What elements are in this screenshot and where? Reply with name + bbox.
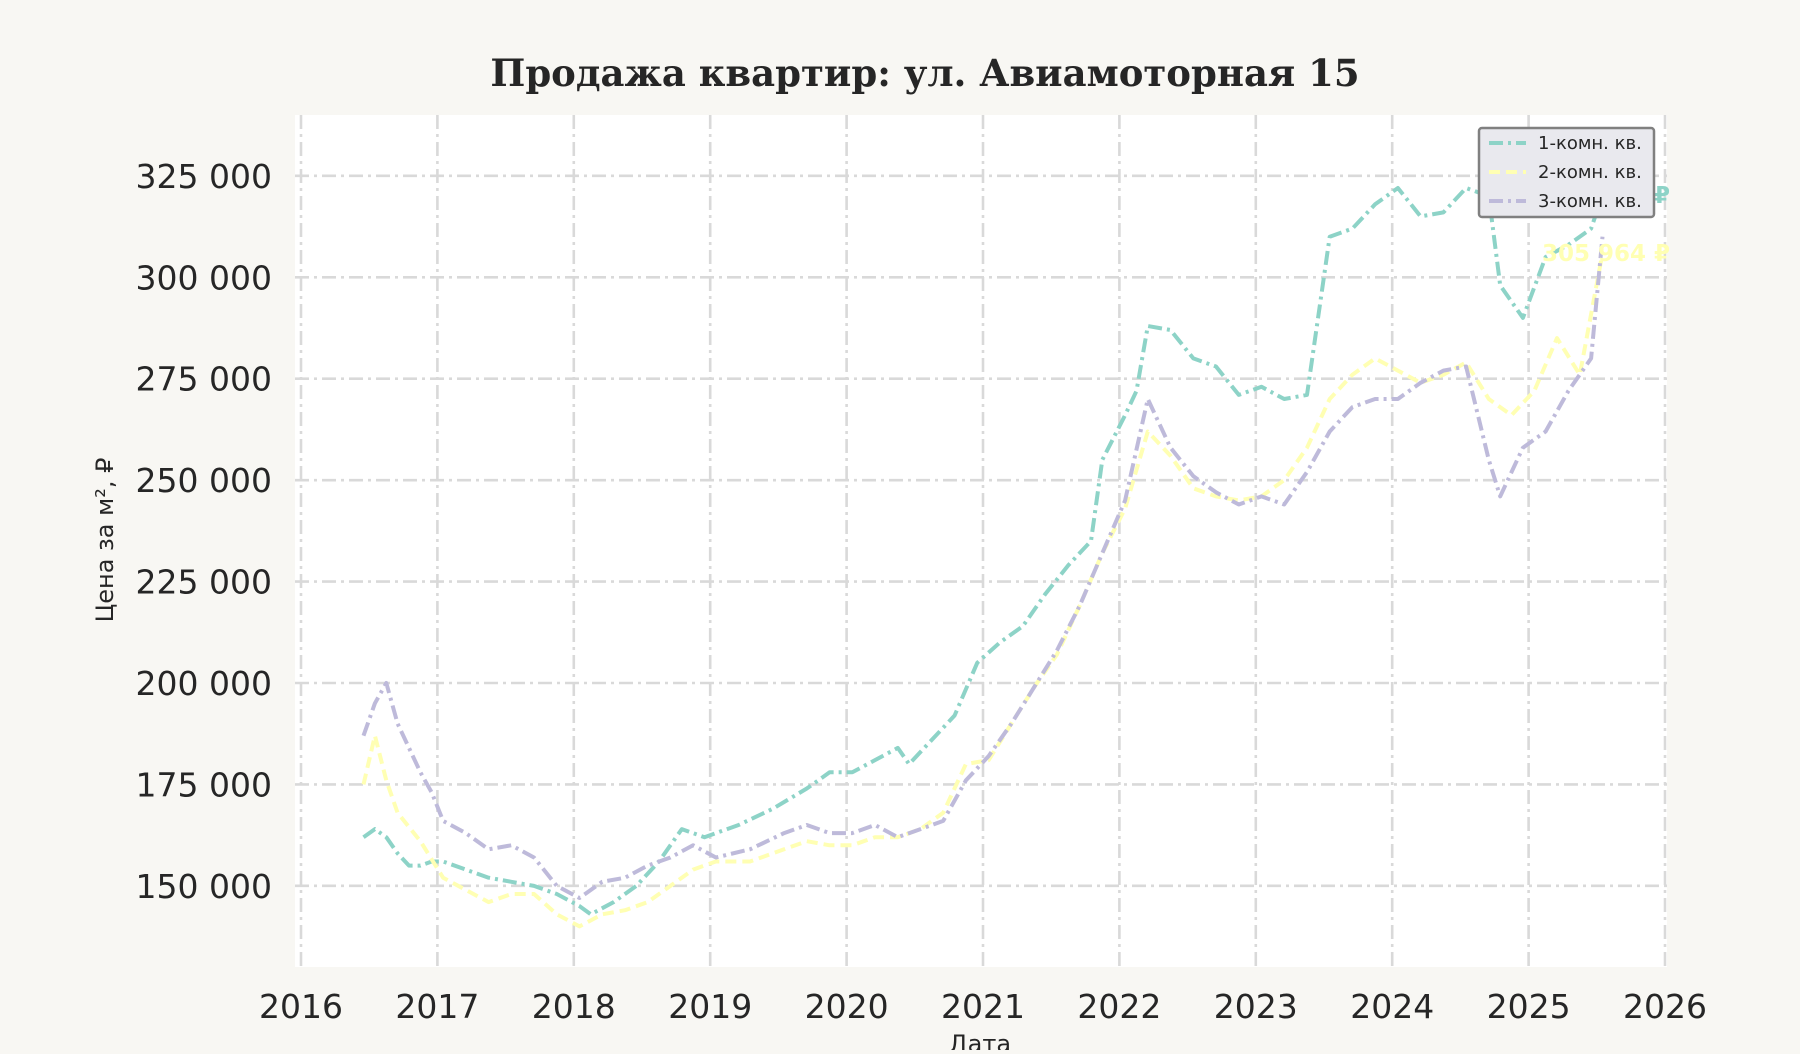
series-line	[362, 186, 1605, 917]
x-tick-label: 2016	[259, 987, 343, 1026]
y-tick-label: 225 000	[136, 563, 272, 602]
y-tick-label: 325 000	[136, 157, 272, 196]
series-line	[361, 236, 1605, 900]
x-tick-label: 2024	[1350, 987, 1434, 1026]
chart-title: Продажа квартир: ул. Авиамоторная 15	[490, 51, 1359, 95]
x-tick-label: 2017	[395, 987, 479, 1026]
x-tick-label: 2020	[805, 987, 889, 1026]
x-tick-label: 2023	[1214, 987, 1298, 1026]
series-lines	[361, 186, 1605, 929]
legend-entry: 2-комн. кв.	[1538, 162, 1642, 183]
x-tick-label: 2025	[1487, 987, 1571, 1026]
x-tick-label: 2022	[1077, 987, 1161, 1026]
x-tick-label: 2019	[668, 987, 752, 1026]
series-end-label: 305 964 ₽	[1542, 241, 1670, 267]
x-axis-label: Дата	[949, 1030, 1011, 1050]
legend-box	[1477, 126, 1656, 219]
plot-area	[295, 115, 1667, 967]
legend: 1-комн. кв. 2-комн. кв. 3-комн. кв.	[1477, 126, 1656, 219]
y-tick-label: 275 000	[136, 360, 272, 399]
y-tick-label: 300 000	[136, 258, 272, 297]
y-tick-label: 250 000	[136, 461, 272, 500]
x-tick-label: 2021	[941, 987, 1025, 1026]
y-tick-label: 150 000	[136, 867, 272, 906]
y-axis-label: Цена за м², ₽	[91, 458, 119, 623]
tick-labels: 2016 2017 2018 2019 2020 2021 2022 2023 2024 2025…	[136, 157, 1707, 1026]
y-tick-label: 175 000	[136, 765, 272, 804]
legend-entry: 1-комн. кв.	[1538, 133, 1642, 154]
x-tick-label: 2026	[1623, 987, 1707, 1026]
x-tick-label: 2018	[532, 987, 616, 1026]
legend-entry: 3-комн. кв.	[1538, 191, 1642, 212]
series-line	[361, 252, 1605, 929]
y-tick-label: 200 000	[136, 664, 272, 703]
